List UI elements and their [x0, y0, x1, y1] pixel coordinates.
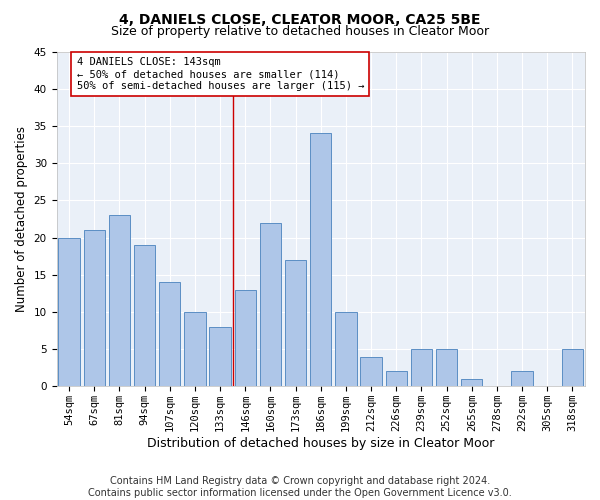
Bar [285, 260, 306, 386]
Bar [58, 238, 80, 386]
Bar [461, 379, 482, 386]
Bar [235, 290, 256, 386]
X-axis label: Distribution of detached houses by size in Cleator Moor: Distribution of detached houses by size … [147, 437, 494, 450]
Bar [260, 222, 281, 386]
Bar [83, 230, 105, 386]
Bar [134, 245, 155, 386]
Bar [184, 312, 206, 386]
Bar [361, 356, 382, 386]
Bar [411, 349, 432, 387]
Bar [386, 372, 407, 386]
Bar [310, 134, 331, 386]
Bar [511, 372, 533, 386]
Text: 4, DANIELS CLOSE, CLEATOR MOOR, CA25 5BE: 4, DANIELS CLOSE, CLEATOR MOOR, CA25 5BE [119, 12, 481, 26]
Text: 4 DANIELS CLOSE: 143sqm
← 50% of detached houses are smaller (114)
50% of semi-d: 4 DANIELS CLOSE: 143sqm ← 50% of detache… [77, 58, 364, 90]
Text: Size of property relative to detached houses in Cleator Moor: Size of property relative to detached ho… [111, 25, 489, 38]
Bar [335, 312, 356, 386]
Bar [209, 327, 231, 386]
Bar [109, 215, 130, 386]
Y-axis label: Number of detached properties: Number of detached properties [15, 126, 28, 312]
Text: Contains HM Land Registry data © Crown copyright and database right 2024.
Contai: Contains HM Land Registry data © Crown c… [88, 476, 512, 498]
Bar [562, 349, 583, 387]
Bar [159, 282, 181, 387]
Bar [436, 349, 457, 387]
